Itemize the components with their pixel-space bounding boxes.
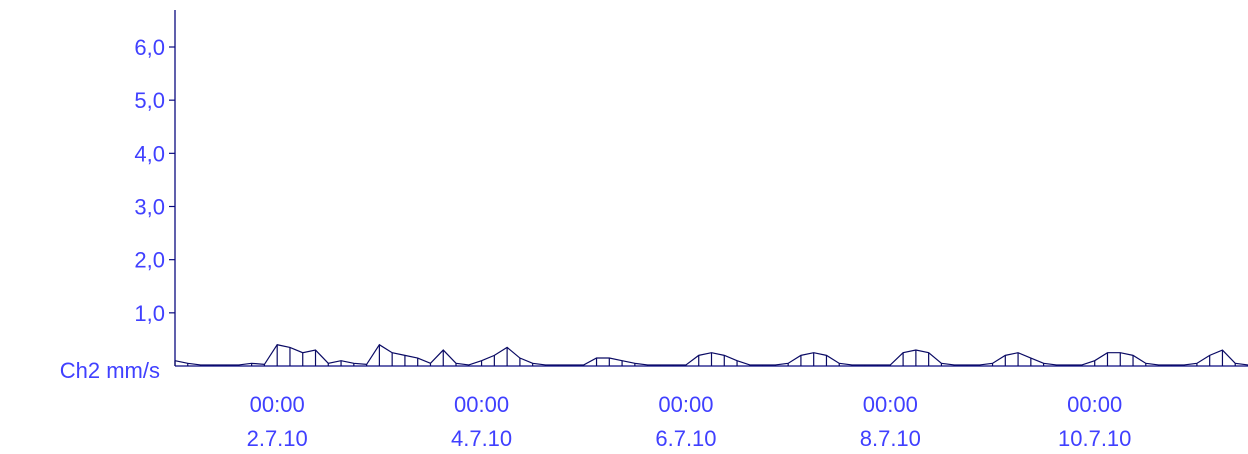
x-axis-ticks: 00:00 2.7.10 00:00 4.7.10 00:00 6.7.10 00:00 8.…	[247, 392, 1132, 451]
series-layer	[174, 343, 1248, 366]
y-tick-label: 3,0	[134, 195, 165, 220]
x-tick-time-label: 00:00	[658, 392, 713, 417]
y-axis-ticks: 6,0 5,0 4,0 3,0 2,0 1,0	[134, 35, 175, 326]
y-tick-label: 2,0	[134, 248, 165, 273]
x-tick-date-label: 8.7.10	[860, 426, 921, 451]
y-tick-label: 5,0	[134, 88, 165, 113]
x-tick-date-label: 10.7.10	[1058, 426, 1131, 451]
x-tick-time-label: 00:00	[454, 392, 509, 417]
x-tick-date-label: 4.7.10	[451, 426, 512, 451]
x-tick-date-label: 2.7.10	[247, 426, 308, 451]
y-tick-label: 1,0	[134, 301, 165, 326]
y-tick-label: 6,0	[134, 35, 165, 60]
y-tick-label: 4,0	[134, 141, 165, 166]
x-tick-time-label: 00:00	[863, 392, 918, 417]
series-line	[174, 343, 1248, 366]
x-tick-date-label: 6.7.10	[655, 426, 716, 451]
x-tick-time-label: 00:00	[250, 392, 305, 417]
x-tick-time-label: 00:00	[1067, 392, 1122, 417]
y-axis-label: Ch2 mm/s	[60, 358, 160, 383]
